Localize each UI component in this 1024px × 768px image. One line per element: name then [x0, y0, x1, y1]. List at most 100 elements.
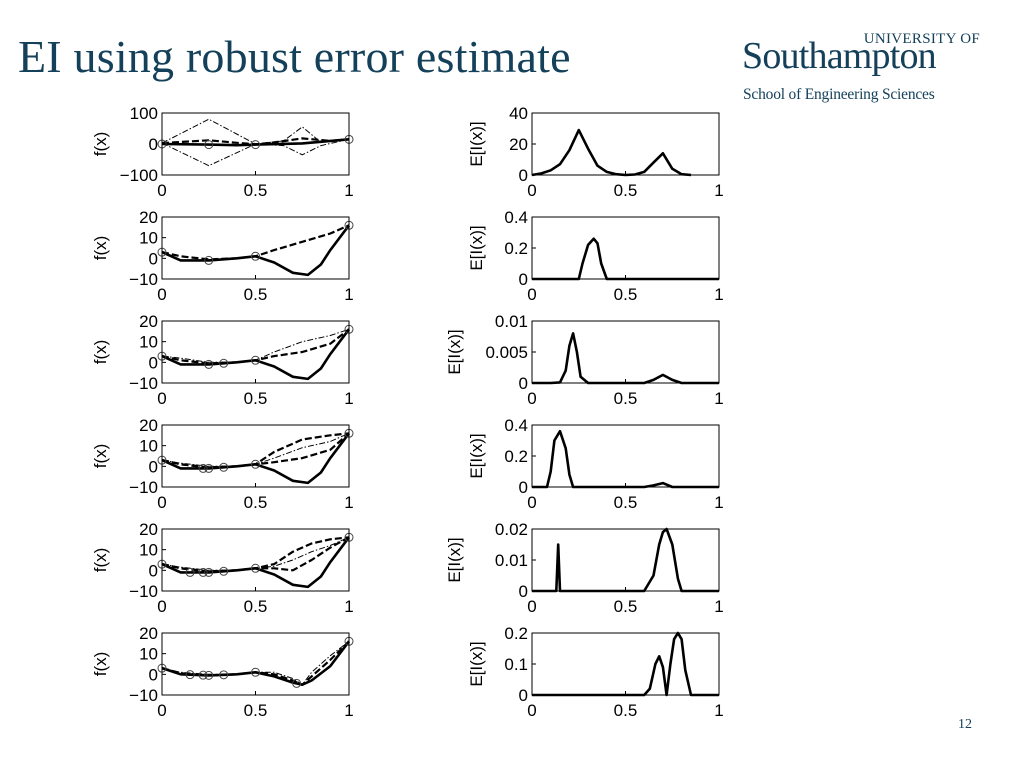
x-tick-label: 0 — [527, 389, 536, 408]
sample-point — [204, 359, 214, 369]
y-axis-label: f(x) — [91, 444, 110, 469]
y-axis-label: E[I(x)] — [467, 225, 486, 270]
y-tick-label: 0 — [149, 457, 158, 476]
y-tick-label: 0.01 — [495, 551, 528, 570]
axes-frame — [161, 216, 350, 280]
page-number: 12 — [958, 717, 972, 732]
x-tick-label: 1 — [344, 389, 353, 408]
y-axis-label: E[I(x)] — [467, 641, 486, 686]
axes-frame — [161, 632, 350, 696]
y-tick-label: 40 — [509, 104, 528, 123]
x-tick-label: 0.5 — [614, 493, 638, 512]
y-tick-label: 20 — [139, 208, 158, 227]
y-axis-label: E[I(x)] — [445, 537, 464, 582]
logo-school: School of Engineering Sciences — [743, 86, 935, 103]
y-tick-label: 0.1 — [504, 655, 528, 674]
x-tick-label: 1 — [714, 493, 723, 512]
y-tick-label: 0 — [149, 561, 158, 580]
sample-point — [251, 667, 260, 677]
y-axis-label: E[I(x)] — [467, 433, 486, 478]
x-tick-label: 0 — [527, 493, 536, 512]
series-line-dashed — [161, 224, 350, 261]
sample-point — [198, 670, 208, 680]
x-tick-label: 1 — [344, 181, 353, 200]
y-tick-label: 0 — [149, 135, 158, 154]
x-tick-label: 1 — [344, 493, 353, 512]
y-tick-label: 0 — [519, 478, 528, 497]
series-line-dashdot — [161, 432, 350, 467]
axes-frame — [531, 632, 720, 696]
sample-point — [204, 670, 214, 680]
y-tick-label: 0 — [519, 582, 528, 601]
panel-right-4: 0 0.5 1 0.4 0.2 0 E[I(x)] — [467, 416, 724, 512]
y-tick-label: 20 — [139, 520, 158, 539]
y-tick-label: 0.4 — [504, 416, 528, 435]
sample-point — [185, 670, 195, 680]
x-tick-label: 1 — [714, 285, 723, 304]
y-tick-label: −10 — [129, 478, 158, 497]
x-tick-label: 0.5 — [244, 389, 268, 408]
y-tick-label: 0.2 — [504, 624, 528, 643]
series-line-solid — [532, 237, 719, 281]
x-tick-label: 0 — [157, 285, 166, 304]
sample-point — [204, 567, 214, 577]
x-tick-label: 1 — [714, 389, 723, 408]
axes-frame — [531, 216, 720, 280]
sample-point — [198, 567, 208, 577]
y-axis-label: f(x) — [91, 236, 110, 261]
sample-point — [198, 463, 208, 473]
x-tick-label: 0.5 — [614, 389, 638, 408]
x-tick-label: 1 — [344, 285, 353, 304]
university-logo: UNIVERSITY OF Southampton School of Engi… — [742, 30, 982, 110]
y-tick-label: 0 — [519, 166, 528, 185]
panel-right-5: 0 0.5 1 0.02 0.01 0 E[I(x)] — [445, 520, 724, 616]
y-tick-label: 0 — [519, 270, 528, 289]
y-axis-label: E[I(x)] — [445, 329, 464, 374]
sample-point — [219, 566, 229, 576]
sample-point — [219, 670, 229, 680]
y-axis-label: f(x) — [91, 652, 110, 677]
x-tick-label: 0.5 — [244, 493, 268, 512]
x-tick-label: 0 — [157, 493, 166, 512]
x-tick-label: 1 — [714, 701, 723, 720]
x-tick-label: 0 — [527, 181, 536, 200]
series-line-solid — [161, 536, 351, 589]
series-line-solid — [532, 631, 719, 697]
series-line-dashdot — [161, 118, 350, 145]
y-tick-label: 100 — [130, 104, 158, 123]
y-tick-label: 20 — [139, 624, 158, 643]
series-line-dashdot — [161, 138, 350, 167]
sample-point — [251, 140, 260, 150]
series-line-dashed — [161, 536, 350, 573]
slide-title: EI using robust error estimate — [18, 31, 571, 82]
y-tick-label: 0.01 — [495, 312, 528, 331]
x-tick-label: 1 — [714, 181, 723, 200]
y-tick-label: −10 — [129, 582, 158, 601]
y-axis-label: f(x) — [91, 132, 110, 157]
x-tick-label: 0.5 — [244, 285, 268, 304]
series-line-dashdot — [161, 328, 350, 363]
axes-frame — [161, 320, 350, 384]
axes-frame — [161, 424, 350, 488]
series-line-dashdot — [161, 536, 350, 571]
y-tick-label: 10 — [139, 333, 158, 352]
y-tick-label: 0.02 — [495, 520, 528, 539]
y-tick-label: 0.2 — [504, 447, 528, 466]
y-tick-label: 20 — [139, 416, 158, 435]
series-line-dashed — [161, 328, 350, 365]
y-tick-label: 20 — [139, 312, 158, 331]
y-tick-label: −10 — [129, 686, 158, 705]
series-line-solid — [161, 224, 351, 277]
sample-point — [219, 462, 229, 472]
y-tick-label: 0.2 — [504, 239, 528, 258]
series-line-dashed — [161, 432, 350, 469]
series-line-solid — [161, 328, 351, 381]
panel-right-1: 0 0.5 1 40 20 0 E[I(x)] — [467, 104, 724, 200]
x-tick-label: 0.5 — [614, 181, 638, 200]
series-line-solid — [532, 429, 719, 489]
sample-point — [204, 255, 214, 265]
